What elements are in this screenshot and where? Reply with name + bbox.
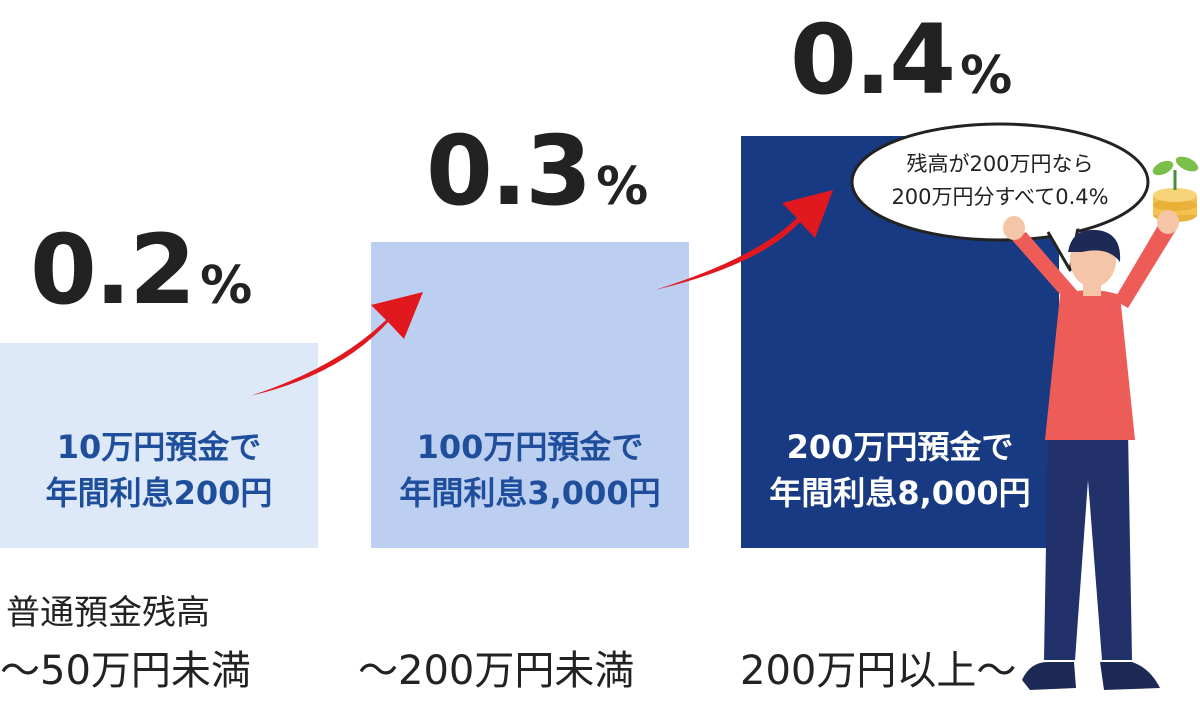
- person-cheering-icon: [1003, 210, 1179, 690]
- tier-1-rate: 0.2%: [30, 214, 252, 326]
- tier-2-rate: 0.3%: [426, 115, 648, 227]
- tier-3-rate: 0.4%: [790, 4, 1012, 116]
- tier-1-range: 〜50万円未満: [0, 648, 251, 694]
- speech-bubble-text: 残高が200万円なら 200万円分すべて0.4%: [852, 148, 1148, 214]
- sprout-icon: [1152, 156, 1199, 190]
- rate-unit: %: [200, 256, 253, 316]
- bubble-line-2: 200万円分すべて0.4%: [891, 185, 1109, 209]
- tier-3-range: 200万円以上〜: [740, 648, 1017, 694]
- rate-value: 0.2: [30, 214, 196, 326]
- rate-unit: %: [596, 157, 649, 217]
- description-line-1: 100万円預金で: [416, 428, 644, 466]
- description-line-2: 年間利息3,000円: [399, 474, 661, 512]
- description-line-2: 年間利息8,000円: [769, 474, 1031, 512]
- tier-2-description: 100万円預金で 年間利息3,000円: [371, 424, 689, 516]
- description-line-2: 年間利息200円: [45, 474, 273, 512]
- tier-1-description: 10万円預金で 年間利息200円: [0, 424, 318, 516]
- rate-unit: %: [960, 46, 1013, 106]
- rate-value: 0.4: [790, 4, 956, 116]
- bubble-line-1: 残高が200万円なら: [906, 152, 1094, 176]
- tier-2-range: 〜200万円未満: [358, 648, 635, 694]
- tier-2-block: [371, 242, 689, 548]
- description-line-1: 200万円預金で: [786, 428, 1014, 466]
- tier-1-block: [0, 343, 318, 548]
- tier-3-description: 200万円預金で 年間利息8,000円: [741, 424, 1059, 516]
- arrow-up-right-icon: [250, 292, 423, 396]
- range-heading: 普通預金残高: [6, 593, 210, 633]
- arrow-up-right-icon: [655, 190, 833, 290]
- rate-value: 0.3: [426, 115, 592, 227]
- description-line-1: 10万円預金で: [56, 428, 262, 466]
